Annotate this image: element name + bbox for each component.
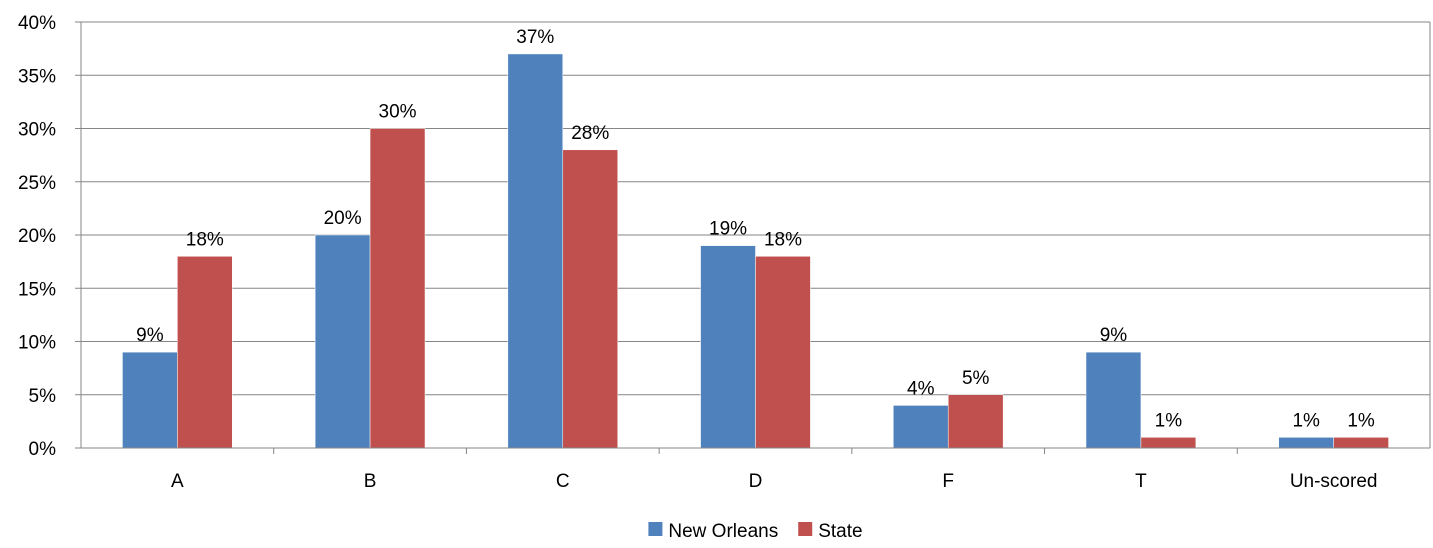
legend: New Orleans State [648, 521, 863, 542]
data-label: 9% [1100, 325, 1128, 346]
bar-state-t [1140, 437, 1197, 449]
legend-swatch [648, 522, 663, 536]
data-label: 37% [516, 27, 554, 48]
bar-new-orleans-un-scored [1278, 437, 1334, 449]
x-tick-label: B [364, 471, 377, 492]
y-tick-label: 25% [18, 173, 56, 194]
x-tick-label: D [749, 471, 763, 492]
y-tick-label: 35% [18, 66, 56, 87]
axes [75, 21, 1431, 454]
data-label: 4% [907, 378, 935, 399]
y-tick-label: 30% [18, 120, 56, 141]
data-label: 5% [962, 368, 990, 389]
bar-state-a [177, 256, 233, 449]
y-tick-label: 20% [18, 226, 56, 247]
bar-state-d [755, 256, 811, 449]
data-label: 20% [324, 208, 362, 229]
y-tick-label: 40% [18, 13, 56, 34]
bar-state-b [369, 128, 426, 449]
data-label: 18% [186, 229, 224, 250]
x-tick-label: A [171, 471, 184, 492]
bar-new-orleans-a [122, 351, 178, 449]
data-label: 1% [1155, 410, 1183, 431]
x-tick-label: C [556, 471, 570, 492]
y-tick-label: 0% [29, 439, 57, 460]
data-label: 19% [709, 219, 747, 240]
data-label: 1% [1347, 410, 1375, 431]
legend-label: New Orleans [668, 521, 778, 542]
x-tick-label: T [1135, 471, 1147, 492]
x-axis-tick-labels: A B C D F T Un-scored [171, 471, 1377, 492]
bar-new-orleans-b [314, 234, 371, 449]
legend-label: State [818, 521, 862, 542]
y-axis-tick-labels: 0% 5% 10% 15% 20% 25% 30% 35% 40% [18, 13, 56, 460]
x-tick-label: Un-scored [1290, 471, 1378, 492]
data-label: 30% [379, 102, 417, 123]
legend-swatch [798, 522, 813, 536]
bar-new-orleans-c [507, 53, 564, 449]
data-label: 28% [571, 123, 609, 144]
y-tick-label: 15% [18, 279, 56, 300]
data-label: 9% [136, 325, 164, 346]
data-labels: 9% 18% 20% 30% 37% 28% 19% 18% 4% 5% 9% 1% 1% 1% [136, 27, 1375, 431]
data-label: 18% [764, 229, 802, 250]
bar-new-orleans-d [700, 245, 756, 449]
x-tick-label: F [942, 471, 954, 492]
bar-state-c [562, 149, 618, 449]
bars [122, 53, 1389, 449]
bar-new-orleans-f [893, 405, 949, 449]
bar-state-f [947, 394, 1004, 449]
bar-state-un-scored [1333, 437, 1389, 449]
data-label: 1% [1292, 410, 1320, 431]
bar-new-orleans-t [1085, 351, 1142, 449]
y-tick-label: 5% [29, 386, 57, 407]
y-tick-label: 10% [18, 333, 56, 354]
